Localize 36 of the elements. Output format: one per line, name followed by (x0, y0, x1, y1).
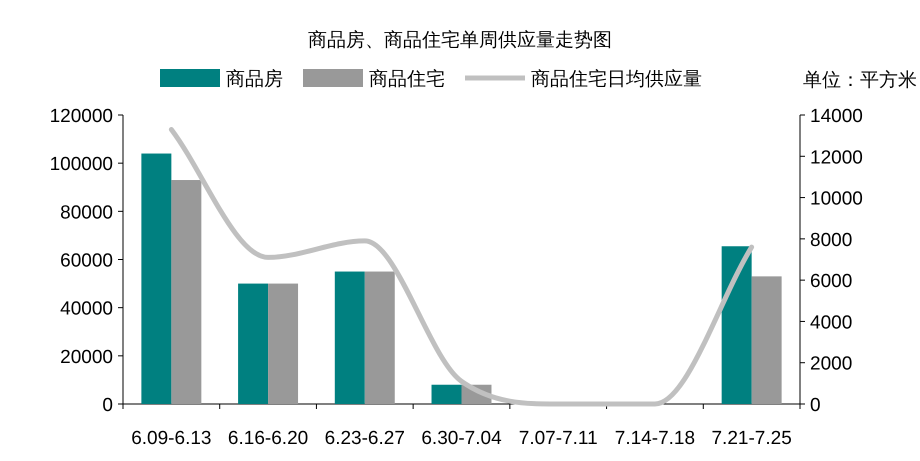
x-tick-label: 6.23-6.27 (324, 428, 405, 449)
y-tick-label: 120000 (50, 106, 113, 127)
bar (752, 276, 782, 404)
x-tick-label: 7.21-7.25 (711, 428, 792, 449)
legend-label: 商品房 (226, 68, 283, 90)
bar (141, 154, 172, 404)
bar (364, 272, 395, 404)
chart-title: 商品房、商品住宅单周供应量走势图 (308, 29, 612, 51)
x-tick-label: 7.07-7.11 (518, 428, 598, 449)
bar (238, 284, 268, 404)
legend-label: 商品住宅 (369, 68, 445, 90)
bar (334, 272, 365, 404)
y2-tick-label: 14000 (810, 106, 863, 127)
bar (432, 384, 462, 404)
x-tick-label: 6.30-7.04 (421, 428, 502, 449)
bar (722, 246, 752, 404)
y-tick-label: 20000 (60, 346, 113, 368)
y2-tick-label: 2000 (810, 354, 852, 375)
x-tick-label: 6.09-6.13 (131, 428, 212, 449)
y2-axis-title: 单位：平方米 (803, 69, 917, 91)
bar (268, 284, 298, 404)
y-tick-label: 0 (102, 395, 113, 416)
x-tick-label: 7.14-7.18 (614, 428, 696, 449)
y2-tick-label: 6000 (810, 271, 852, 292)
y-tick-label: 80000 (60, 202, 113, 224)
legend-label: 商品住宅日均供应量 (531, 68, 702, 90)
y2-tick-label: 12000 (810, 147, 863, 168)
y-tick-label: 40000 (60, 298, 113, 320)
bar (171, 180, 202, 404)
y2-tick-label: 8000 (810, 230, 852, 251)
y-tick-label: 60000 (60, 250, 113, 272)
x-tick-label: 6.16-6.20 (228, 428, 308, 449)
y2-tick-label: 0 (810, 395, 821, 416)
y2-tick-label: 10000 (810, 188, 863, 210)
y-tick-label: 100000 (50, 154, 113, 176)
y2-tick-label: 4000 (810, 312, 852, 334)
